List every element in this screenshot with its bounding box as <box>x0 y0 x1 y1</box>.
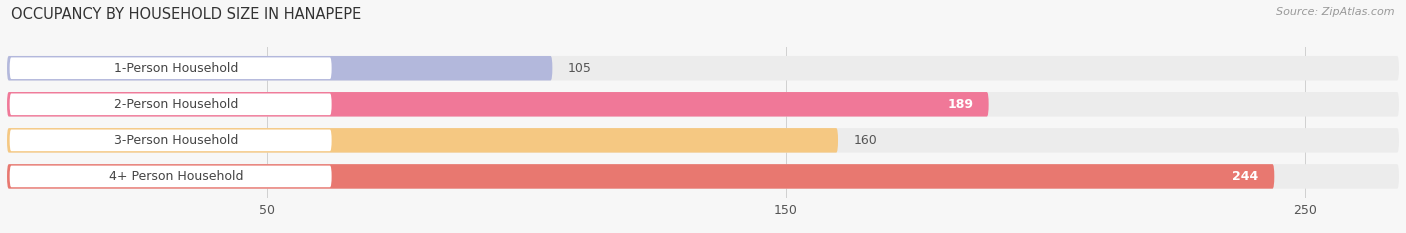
Text: 105: 105 <box>568 62 592 75</box>
FancyBboxPatch shape <box>7 92 988 116</box>
FancyBboxPatch shape <box>7 56 553 80</box>
Text: Source: ZipAtlas.com: Source: ZipAtlas.com <box>1277 7 1395 17</box>
FancyBboxPatch shape <box>7 164 1274 189</box>
FancyBboxPatch shape <box>7 128 838 153</box>
Text: 1-Person Household: 1-Person Household <box>114 62 238 75</box>
Text: 189: 189 <box>948 98 973 111</box>
Text: OCCUPANCY BY HOUSEHOLD SIZE IN HANAPEPE: OCCUPANCY BY HOUSEHOLD SIZE IN HANAPEPE <box>11 7 361 22</box>
FancyBboxPatch shape <box>7 56 1399 80</box>
FancyBboxPatch shape <box>7 128 1399 153</box>
Text: 2-Person Household: 2-Person Household <box>114 98 238 111</box>
Text: 4+ Person Household: 4+ Person Household <box>108 170 243 183</box>
Text: 160: 160 <box>853 134 877 147</box>
FancyBboxPatch shape <box>10 93 332 115</box>
Text: 244: 244 <box>1233 170 1258 183</box>
FancyBboxPatch shape <box>10 130 332 151</box>
FancyBboxPatch shape <box>7 92 1399 116</box>
Text: 3-Person Household: 3-Person Household <box>114 134 238 147</box>
FancyBboxPatch shape <box>10 57 332 79</box>
FancyBboxPatch shape <box>10 166 332 187</box>
FancyBboxPatch shape <box>7 164 1399 189</box>
